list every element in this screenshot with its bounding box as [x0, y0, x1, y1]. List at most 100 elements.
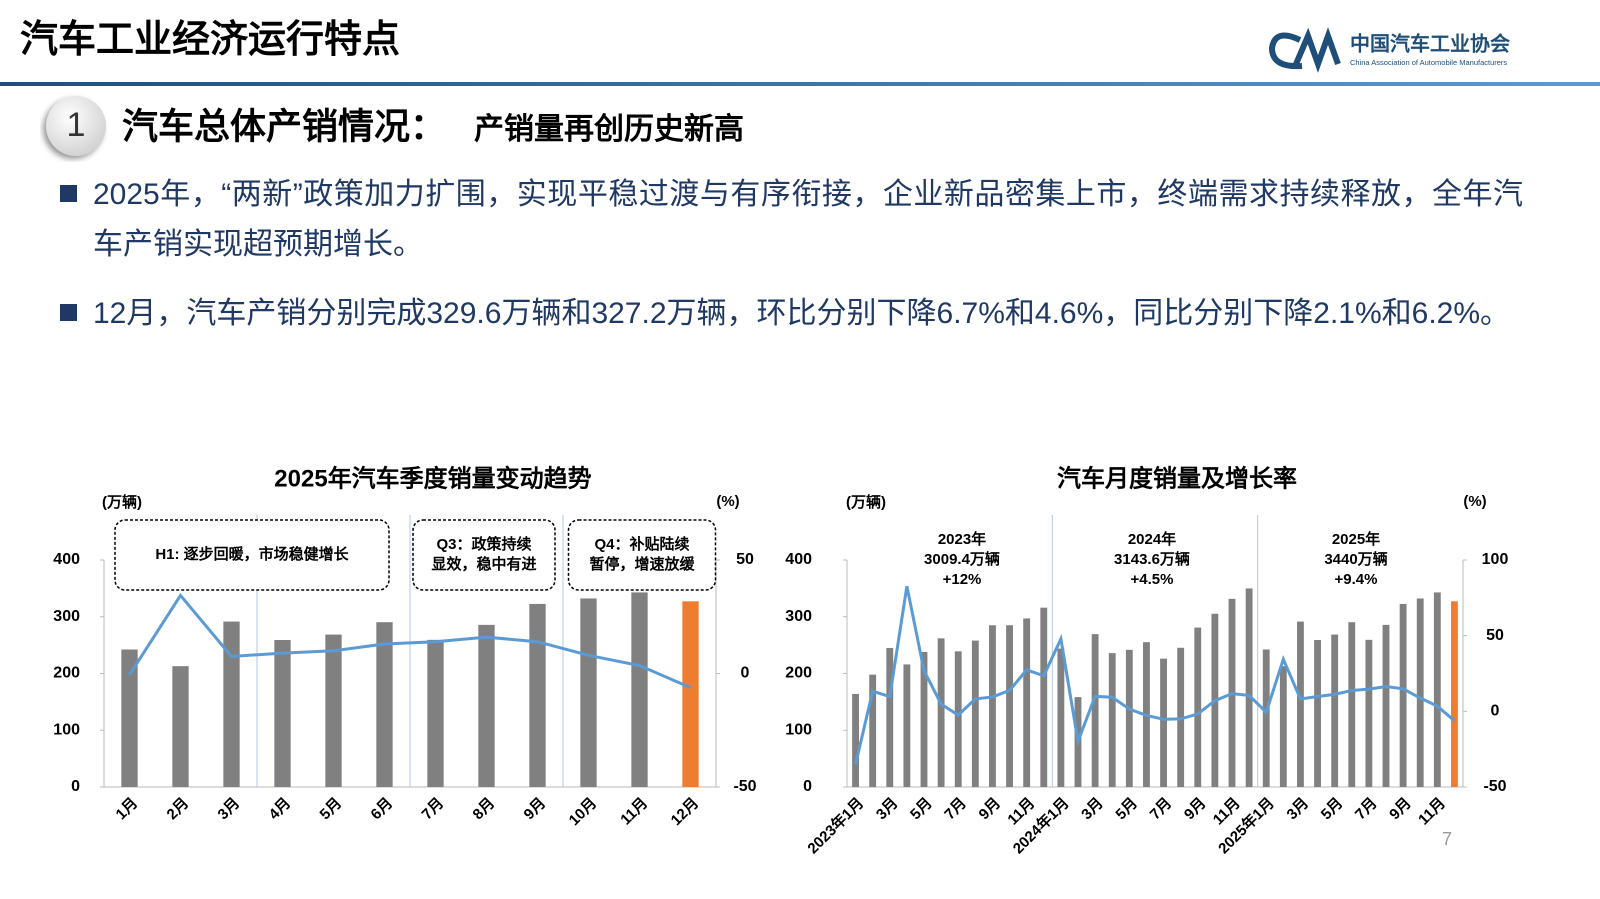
y2-tick-label: -50: [733, 778, 756, 795]
bar: [989, 625, 996, 787]
y2-axis-label: (%): [1463, 493, 1486, 510]
annotation-box: [114, 519, 390, 591]
bar: [172, 666, 189, 787]
section-subheading: 产销量再创历史新高: [474, 113, 744, 146]
logo-name: 中国汽车工业协会: [1350, 31, 1510, 55]
annotation-text: Q4：补贴陆续: [594, 535, 689, 553]
bar: [1365, 639, 1373, 787]
bullet-marker: [60, 304, 77, 321]
bar: [1108, 653, 1116, 787]
bar: [971, 640, 979, 787]
bar: [954, 651, 962, 787]
bar: [1279, 666, 1287, 787]
chart-title: 2025年汽车季度销量变动趋势: [274, 464, 591, 492]
annotation-box: [567, 519, 717, 591]
bar: [1399, 603, 1407, 787]
y2-tick-label: -50: [1483, 778, 1506, 795]
x-tick-label: 9月: [521, 795, 550, 824]
x-tick-label: 2023年1月: [804, 794, 867, 857]
bar: [376, 622, 393, 787]
bar: [1314, 640, 1321, 787]
annotation-text: +4.5%: [1131, 571, 1174, 588]
x-tick-label: 7月: [941, 795, 970, 824]
bullet-text: 2025年，“两新”政策加力扩围，实现平稳过渡与有序衔接，企业新品密集上市，终端…: [93, 178, 1523, 261]
bar: [1451, 601, 1458, 787]
bar: [1040, 607, 1048, 787]
annotation-text: 2025年: [1332, 530, 1380, 548]
annotation-text: Q3：政策持续: [436, 535, 531, 553]
y2-tick-label: 0: [1491, 703, 1500, 720]
y2-tick-label: 0: [741, 665, 750, 682]
logo-subtitle: China Association of Automobile Manufact…: [1350, 58, 1507, 67]
bar: [886, 647, 894, 787]
bar: [631, 592, 648, 787]
x-tick-label: 7月: [1352, 795, 1381, 824]
bar: [1091, 634, 1099, 787]
x-tick-label: 10月: [566, 795, 600, 829]
y-tick-label: 100: [785, 721, 812, 738]
bar: [1023, 618, 1031, 787]
logo-mark: [1268, 27, 1341, 73]
bar: [1160, 658, 1167, 787]
y-tick-label: 0: [71, 778, 80, 795]
bar: [1416, 598, 1424, 787]
header-title: 汽车工业经济运行特点: [20, 19, 400, 61]
bar: [903, 664, 911, 787]
annotation-text: 3009.4万辆: [924, 550, 1000, 568]
bar: [274, 640, 291, 787]
bar: [580, 598, 597, 787]
bar: [1331, 634, 1339, 787]
page-number: 7: [1442, 829, 1452, 849]
y-tick-label: 400: [53, 551, 80, 568]
x-tick-label: 11月: [617, 795, 651, 829]
annotation-text: 2024年: [1128, 530, 1176, 548]
x-tick-label: 6月: [368, 795, 397, 824]
annotation-text: +9.4%: [1335, 571, 1378, 588]
bar: [478, 624, 495, 787]
bar: [427, 639, 444, 787]
annotation-text: 3440万辆: [1324, 550, 1387, 568]
bar: [1057, 648, 1065, 787]
section-heading: 汽车总体产销情况：: [122, 106, 446, 147]
bullet-marker: [60, 185, 77, 202]
x-tick-label: 5月: [1112, 795, 1141, 824]
annotation-text: 显效，稳中有进: [431, 555, 536, 573]
y-tick-label: 100: [53, 721, 80, 738]
bar: [920, 651, 928, 787]
x-tick-label: 9月: [1181, 795, 1210, 824]
y-tick-label: 300: [785, 608, 812, 625]
x-tick-label: 5月: [1318, 795, 1347, 824]
y2-tick-label: 50: [1486, 627, 1504, 644]
x-tick-label: 5月: [317, 795, 346, 824]
bar: [529, 603, 546, 787]
x-tick-label: 12月: [668, 795, 702, 829]
bar: [1297, 621, 1304, 787]
y-axis-label: (万辆): [102, 493, 142, 511]
annotation-text: 暂停，增速放缓: [589, 555, 695, 573]
annotation-box: [412, 519, 556, 591]
x-tick-label: 3月: [1078, 795, 1107, 824]
section-number: 1: [67, 106, 86, 144]
annotation-text: 2023年: [938, 530, 986, 548]
bar: [1382, 624, 1390, 787]
line: [128, 592, 692, 689]
x-tick-label: 9月: [976, 795, 1005, 824]
bar: [852, 693, 859, 787]
y2-tick-label: 50: [736, 551, 754, 568]
y-tick-label: 0: [803, 778, 812, 795]
x-tick-label: 7月: [1147, 795, 1176, 824]
y-axis-label: (万辆): [846, 493, 886, 511]
y2-axis-label: (%): [716, 493, 739, 510]
x-tick-label: 11月: [1415, 795, 1449, 829]
bar: [1245, 588, 1253, 787]
line: [854, 585, 1456, 765]
x-tick-label: 3月: [1284, 795, 1313, 824]
x-tick-label: 3月: [215, 795, 244, 824]
section-badge: [46, 96, 106, 156]
bar: [223, 621, 240, 787]
annotation-text: H1: 逐步回暖，市场稳健增长: [155, 545, 349, 563]
y-tick-label: 300: [53, 608, 80, 625]
chart-title: 汽车月度销量及增长率: [1057, 464, 1297, 492]
